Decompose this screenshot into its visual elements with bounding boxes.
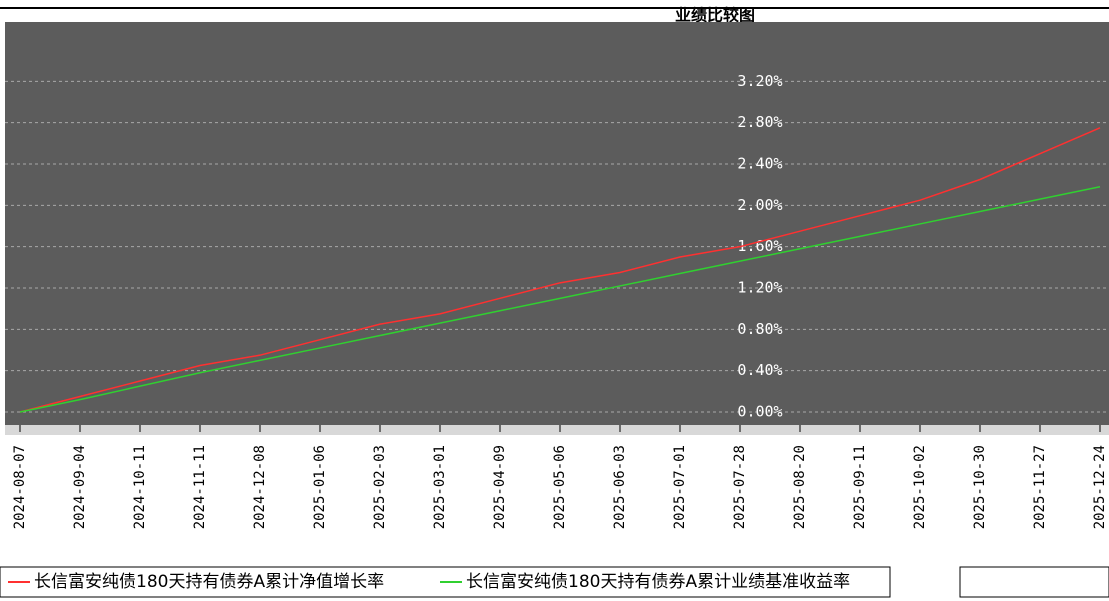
x-tick-label: 2025-07-28 (732, 445, 748, 529)
x-tick-label: 2025-12-24 (1092, 445, 1108, 529)
x-tick-label: 2025-10-30 (972, 445, 988, 529)
x-tick-label: 2024-10-11 (132, 445, 148, 529)
plot-area (5, 22, 1109, 425)
x-tick-label: 2025-09-11 (852, 445, 868, 529)
x-tick-label: 2025-11-27 (1032, 445, 1048, 529)
x-tick-label: 2025-05-06 (552, 445, 568, 529)
y-tick-label: 2.80% (737, 113, 782, 131)
legend-label: 长信富安纯债180天持有债券A累计业绩基准收益率 (466, 572, 850, 592)
legend-label: 长信富安纯债180天持有债券A累计净值增长率 (34, 572, 384, 592)
x-tick-label: 2025-04-09 (492, 445, 508, 529)
y-tick-label: 2.40% (737, 155, 782, 173)
legend-box (0, 566, 891, 598)
x-tick-label: 2025-07-01 (672, 445, 688, 529)
y-tick-label: 3.20% (737, 72, 782, 90)
legend-box (959, 566, 1109, 598)
x-tick-label: 2025-10-02 (912, 445, 928, 529)
series-line (19, 185, 1101, 413)
plot-footer (5, 425, 1109, 435)
series-line (19, 127, 1101, 413)
chart-title: 业绩比较图 (675, 6, 755, 25)
x-tick-label: 2024-08-07 (12, 445, 28, 529)
y-tick-label: 0.40% (737, 361, 782, 379)
y-tick-label: 0.80% (737, 320, 782, 338)
legend: 长信富安纯债180天持有债券A累计净值增长率 长信富安纯债180天持有债券A累计业… (0, 566, 1109, 598)
x-tick-label: 2025-06-03 (612, 445, 628, 529)
y-tick-label: 2.00% (737, 196, 782, 214)
y-tick-label: 1.60% (737, 237, 782, 255)
y-tick-label: 1.20% (737, 279, 782, 297)
x-tick-label: 2025-02-03 (372, 445, 388, 529)
x-tick-label: 2025-08-20 (792, 445, 808, 529)
x-tick-label: 2025-03-01 (432, 445, 448, 529)
x-tick-label: 2024-09-04 (72, 445, 88, 529)
x-tick-label: 2024-11-11 (192, 445, 208, 529)
y-tick-label: 0.00% (737, 403, 782, 421)
x-tick-label: 2024-12-08 (252, 445, 268, 529)
x-tick-label: 2025-01-06 (312, 445, 328, 529)
